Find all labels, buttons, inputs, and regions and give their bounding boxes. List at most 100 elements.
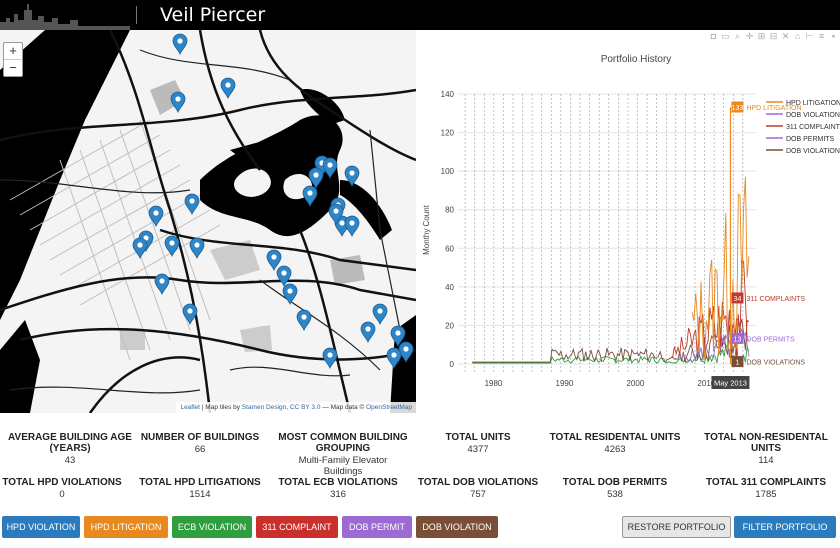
stat-residential-units: TOTAL RESIDENTAL UNITS 4263 [545,432,685,455]
building-marker-icon[interactable] [302,185,318,208]
restore-portfolio-button[interactable]: RESTORE PORTFOLIO [622,516,731,538]
building-marker-icon[interactable] [308,167,324,190]
header-divider [136,6,137,24]
ecb-violation-button[interactable]: ECB VIOLATION [172,516,252,538]
series-lines [472,107,750,365]
building-marker-icon[interactable] [322,347,338,370]
chart-svg[interactable]: Portfolio History Monthy Count 0 20 40 60 80… [418,30,840,413]
legend-item[interactable]: 311 COMPLAINTS [766,124,840,131]
building-marker-icon[interactable] [328,203,344,226]
svg-text:34: 34 [734,296,742,303]
building-marker-icon[interactable] [386,347,402,370]
building-marker-icon[interactable] [322,157,338,180]
building-marker-icon[interactable] [184,193,200,216]
building-marker-icon[interactable] [344,215,360,238]
chart-modebar[interactable]: ◘ ▭ ⌕ ✛ ⊞ ⊟ ✕ ⌂ ⊢ ≡ ▪ [709,32,838,46]
building-marker-icon[interactable] [282,283,298,306]
svg-text:133: 133 [732,105,744,112]
filter-portfolio-button[interactable]: FILTER PORTFOLIO [734,516,836,538]
building-marker-icon[interactable] [372,303,388,326]
stat-value: 114 [758,455,774,466]
legend-item[interactable]: DOB VIOLATIONS [766,148,840,155]
filter-button-row: HPD VIOLATION HPD LITIGATION ECB VIOLATI… [0,514,840,542]
hpd-litigation-button[interactable]: HPD LITIGATION [84,516,168,538]
series-value-labels: 133 HPD LITIGATION 34 311 COMPLAINTS 13 DOB P… [731,101,805,368]
plotly-logo-icon[interactable]: ▪ [831,31,836,41]
hpd-litigation-line [691,176,750,359]
y-tick-label: 20 [445,321,454,330]
series-value-label: 13 DOB PERMITS [731,332,795,344]
zoom-out-button[interactable]: − [4,59,22,76]
building-marker-icon[interactable] [296,309,312,332]
stat-311-complaints: TOTAL 311 COMPLAINTS 1785 [696,477,836,500]
portfolio-history-chart[interactable]: ◘ ▭ ⌕ ✛ ⊞ ⊟ ✕ ⌂ ⊢ ≡ ▪ Portfolio History … [418,30,840,413]
stat-label: TOTAL DOB VIOLATIONS [417,477,539,488]
stat-hpd-litigations: TOTAL HPD LITIGATIONS 1514 [130,477,270,500]
svg-text:HPD LITIGATION: HPD LITIGATION [786,100,840,107]
building-marker-icon[interactable] [276,265,292,288]
chart-legend[interactable]: HPD LITIGATION DOB VIOLATION 311 COMPLAINT… [766,100,840,155]
building-marker-icon[interactable] [390,325,406,348]
svg-text:13: 13 [734,336,742,343]
series-value-label: 133 HPD LITIGATION [731,101,802,113]
app-title: Veil Piercer [160,4,266,26]
cc-link[interactable]: CC BY 3.0 [289,404,321,411]
hpd-violation-button[interactable]: HPD VIOLATION [2,516,80,538]
building-marker-icon[interactable] [266,249,282,272]
dob-violation-button[interactable]: DOB VIOLATION [416,516,498,538]
building-marker-icon[interactable] [360,321,376,344]
building-marker-icon[interactable] [182,303,198,326]
compare-icon[interactable]: ≡ [818,31,825,41]
leaflet-link[interactable]: Leaflet [180,404,200,411]
zoom-in-icon[interactable]: ⊞ [757,31,766,41]
x-tick-label: 1980 [485,379,503,388]
building-marker-icon[interactable] [132,237,148,260]
attrib-tiles-text: | Map tiles by [201,404,240,411]
y-tick-label: 80 [445,206,454,215]
chart-title: Portfolio History [601,54,672,65]
svg-text:311 COMPLAINTS: 311 COMPLAINTS [746,296,805,303]
stamen-link[interactable]: Stamen Design [241,404,287,411]
legend-item[interactable]: HPD LITIGATION [766,100,840,107]
osm-link[interactable]: OpenStreetMap [366,404,412,411]
hover-date-label: May 2013 [711,376,750,389]
autoscale-icon[interactable]: ✕ [781,31,790,41]
building-markers[interactable] [132,33,414,370]
svg-text:DOB VIOLATION: DOB VIOLATION [786,112,840,119]
home-icon[interactable]: ⌂ [794,31,801,41]
stat-value: 757 [470,489,486,500]
building-marker-icon[interactable] [344,165,360,188]
building-marker-icon[interactable] [220,77,236,100]
series-value-label: 1 DOB VIOLATIONS [731,356,805,368]
zoom-out-icon[interactable]: ⊟ [769,31,778,41]
building-marker-icon[interactable] [154,273,170,296]
map-panel[interactable]: + − Leaflet | Map tiles by Stamen Design… [0,30,416,413]
building-marker-icon[interactable] [164,235,180,258]
pan-icon[interactable]: ✛ [745,31,754,41]
dob-permit-button[interactable]: DOB PERMIT [342,516,412,538]
zoom-box-icon[interactable]: ▭ [721,31,730,41]
y-tick-label: 0 [450,360,455,369]
building-marker-icon[interactable] [148,205,164,228]
legend-item[interactable]: DOB VIOLATION [766,112,840,119]
stat-label: TOTAL UNITS [445,432,511,443]
y-axis-label: Monthy Count [422,204,431,255]
stat-value: 4377 [467,444,489,455]
x-tick-label: 2000 [626,379,644,388]
building-marker-icon[interactable] [170,91,186,114]
stat-value: 43 [64,455,76,466]
zoom-in-button[interactable]: + [9,43,17,58]
stat-label: MOST COMMON BUILDING GROUPING [278,432,408,454]
svg-text:DOB VIOLATIONS: DOB VIOLATIONS [746,360,805,367]
building-marker-icon[interactable] [189,237,205,260]
building-marker-icon[interactable] [172,33,188,56]
stat-nonresidential-units: TOTAL NON-RESIDENTAL UNITS 114 [696,432,836,466]
map-tiles[interactable] [0,30,416,413]
311-complaint-button[interactable]: 311 COMPLAINT [256,516,338,538]
camera-icon[interactable]: ◘ [710,31,717,41]
zoom-icon[interactable]: ⌕ [734,31,741,41]
spike-icon[interactable]: ⊢ [805,31,814,41]
zoom-control[interactable]: + − [3,42,23,77]
legend-item[interactable]: DOB PERMITS [766,136,835,143]
chart-grid [458,93,756,374]
